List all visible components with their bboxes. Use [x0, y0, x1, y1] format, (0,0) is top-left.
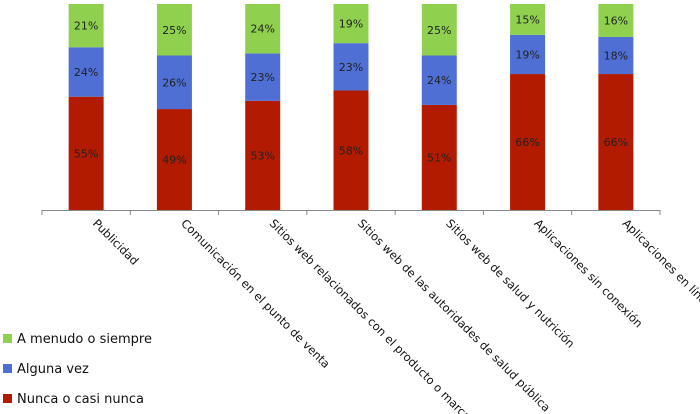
- legend-label: A menudo o siempre: [17, 332, 152, 347]
- data-label: 51%: [427, 151, 451, 164]
- data-label: 25%: [162, 24, 186, 37]
- bar-segment: [156, 109, 192, 210]
- data-label: 58%: [339, 144, 363, 157]
- bar-segment: [598, 74, 634, 210]
- legend: A menudo o siempre Alguna vez Nunca o casi…: [3, 332, 152, 407]
- bar-segment: [333, 43, 369, 91]
- bar-segment: [598, 4, 634, 37]
- bars-layer: 55% 24% 21% 49% 26% 25% 53% 23% 24% 58% 23% 19% 51% 2…: [68, 4, 634, 210]
- data-label: 23%: [339, 61, 363, 74]
- bar-segment: [510, 74, 546, 210]
- data-label: 23%: [250, 71, 274, 84]
- bar-segment: [68, 47, 104, 97]
- category-label: Aplicaciones en línea: [620, 216, 700, 312]
- category-label: Sitios web de las autoridades de salud p…: [355, 216, 553, 414]
- legend-label: Nunca o casi nunca: [17, 392, 144, 407]
- bar-segment: [156, 55, 192, 110]
- data-label: 19%: [515, 48, 539, 61]
- legend-label: Alguna vez: [17, 362, 89, 377]
- category-label: Publicidad: [90, 216, 142, 268]
- data-label: 16%: [604, 14, 628, 27]
- bar-segment: [68, 96, 104, 210]
- data-label: 24%: [427, 74, 451, 87]
- data-label: 66%: [515, 136, 539, 149]
- bar-segment: [421, 104, 457, 210]
- bar-segment: [421, 55, 457, 105]
- legend-swatch: [3, 364, 12, 373]
- bar-segment: [156, 4, 192, 56]
- bar-segment: [333, 4, 369, 44]
- bar-segment: [510, 4, 546, 35]
- bar-segment: [421, 4, 457, 56]
- data-label: 49%: [162, 154, 186, 167]
- bar-segment: [598, 36, 634, 75]
- legend-swatch: [3, 394, 12, 403]
- data-label: 24%: [74, 66, 98, 79]
- data-label: 66%: [604, 136, 628, 149]
- category-label: Sitios web relacionados con el producto …: [267, 216, 474, 414]
- legend-swatch: [3, 334, 12, 343]
- bar-segment: [333, 90, 369, 210]
- data-label: 21%: [74, 20, 98, 33]
- category-labels: Publicidad Comunicación en el punto de ve…: [90, 216, 700, 414]
- data-label: 24%: [250, 23, 274, 36]
- data-label: 26%: [162, 76, 186, 89]
- bar-segment: [245, 4, 281, 54]
- data-label: 15%: [515, 13, 539, 26]
- x-axis: [41, 210, 661, 215]
- data-label: 53%: [250, 149, 274, 162]
- bar-segment: [68, 4, 104, 48]
- category-label: Comunicación en el punto de venta: [178, 216, 333, 371]
- bar-segment: [245, 53, 281, 101]
- bar-segment: [510, 34, 546, 75]
- data-label: 55%: [74, 147, 98, 160]
- data-label: 18%: [604, 50, 628, 63]
- bar-segment: [245, 100, 281, 210]
- data-label: 19%: [339, 18, 363, 31]
- data-label: 25%: [427, 24, 451, 37]
